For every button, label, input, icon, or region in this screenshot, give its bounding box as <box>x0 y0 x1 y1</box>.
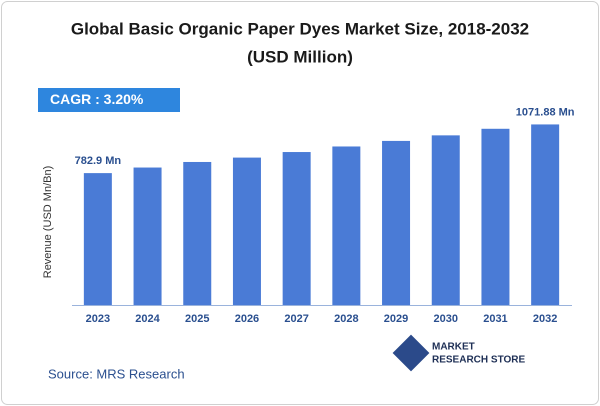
x-tick-label: 2032 <box>533 313 557 325</box>
x-tick-label: 2031 <box>483 313 507 325</box>
bar <box>332 146 361 305</box>
data-label: 1071.88 Mn <box>516 106 575 118</box>
chart-subtitle: (USD Million) <box>247 47 353 66</box>
bar <box>83 173 112 305</box>
logo-icon <box>392 334 430 372</box>
bar <box>382 140 411 305</box>
bar <box>282 152 311 305</box>
x-tick-label: 2027 <box>284 313 308 325</box>
bar <box>133 167 162 305</box>
bar <box>531 124 560 305</box>
x-tick-label: 2025 <box>185 313 209 325</box>
bar <box>481 128 510 305</box>
x-tick-label: 2028 <box>334 313 358 325</box>
chart-title: Global Basic Organic Paper Dyes Market S… <box>71 19 529 38</box>
x-tick-label: 2029 <box>384 313 408 325</box>
logo: MARKET RESEARCH STORE <box>392 334 525 372</box>
x-tick-label: 2023 <box>86 313 110 325</box>
bar <box>183 161 212 305</box>
bar <box>431 135 460 305</box>
data-label: 782.9 Mn <box>75 155 122 167</box>
cagr-label: CAGR : 3.20% <box>50 91 144 107</box>
y-axis-label: Revenue (USD Mn/Bn) <box>42 166 54 279</box>
source: Source: MRS Research <box>48 366 185 381</box>
cagr-box <box>38 88 180 112</box>
logo-text: MARKET <box>432 342 475 353</box>
bar <box>232 157 261 305</box>
logo-text: RESEARCH STORE <box>432 355 525 366</box>
x-tick-label: 2030 <box>434 313 458 325</box>
x-tick-label: 2026 <box>235 313 259 325</box>
x-tick-label: 2024 <box>135 313 160 325</box>
